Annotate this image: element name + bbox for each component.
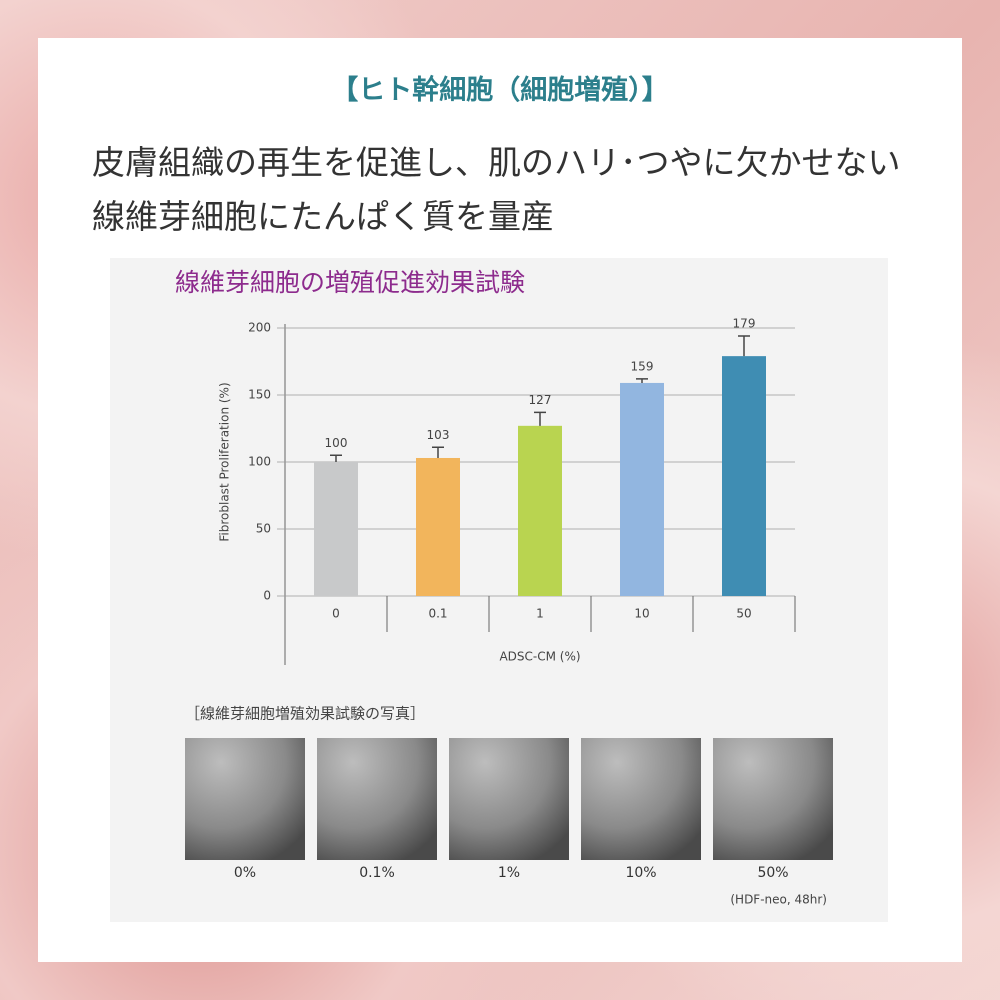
photo-label: 50% bbox=[757, 865, 788, 881]
y-tick-label: 0 bbox=[263, 589, 271, 603]
x-tick-label: 50 bbox=[736, 607, 751, 621]
photo bbox=[317, 738, 437, 860]
bar bbox=[416, 457, 460, 596]
x-tick-label: 1 bbox=[536, 607, 544, 621]
photos-note: (HDF-neo, 48hr) bbox=[730, 893, 827, 907]
error-bar bbox=[432, 446, 444, 458]
data-label: 100 bbox=[325, 436, 348, 450]
error-bar bbox=[534, 411, 546, 426]
photo-label: 0.1% bbox=[359, 865, 395, 881]
photo-label: 0% bbox=[234, 865, 256, 881]
data-label: 179 bbox=[733, 317, 756, 331]
y-tick-label: 50 bbox=[256, 522, 271, 536]
x-tick-label: 0.1 bbox=[428, 607, 447, 621]
bar bbox=[722, 356, 766, 596]
photo bbox=[581, 738, 701, 860]
photo-label: 1% bbox=[498, 865, 520, 881]
photo bbox=[449, 738, 569, 860]
bar bbox=[620, 382, 664, 596]
y-tick-label: 150 bbox=[248, 388, 271, 402]
photo bbox=[713, 738, 833, 860]
x-axis-label: ADSC-CM (%) bbox=[499, 650, 580, 664]
data-label: 159 bbox=[631, 359, 654, 373]
x-tick-label: 10 bbox=[634, 607, 649, 621]
lead-line: 皮膚組織の再生を促進し、肌のハリ･つやに欠かせない bbox=[92, 143, 901, 182]
y-tick-label: 200 bbox=[248, 321, 271, 335]
heading: 【ヒト幹細胞（細胞増殖）】 bbox=[331, 75, 669, 106]
chart-title: 線維芽細胞の増殖促進効果試験 bbox=[175, 268, 525, 297]
bar bbox=[314, 462, 358, 596]
data-label: 103 bbox=[427, 428, 450, 442]
error-bar bbox=[330, 454, 342, 462]
lead-line: 線維芽細胞にたんぱく質を量産 bbox=[92, 197, 554, 236]
error-bar bbox=[636, 378, 648, 383]
photo-label: 10% bbox=[625, 865, 656, 881]
photo bbox=[185, 738, 305, 860]
x-tick-label: 0 bbox=[332, 607, 340, 621]
bar bbox=[518, 425, 562, 596]
error-bar bbox=[738, 335, 750, 357]
data-label: 127 bbox=[529, 393, 552, 407]
photos-title: ［線維芽細胞増殖効果試験の写真］ bbox=[185, 705, 425, 723]
y-tick-label: 100 bbox=[248, 455, 271, 469]
y-axis-label: Fibroblast Proliferation (%) bbox=[218, 382, 232, 541]
